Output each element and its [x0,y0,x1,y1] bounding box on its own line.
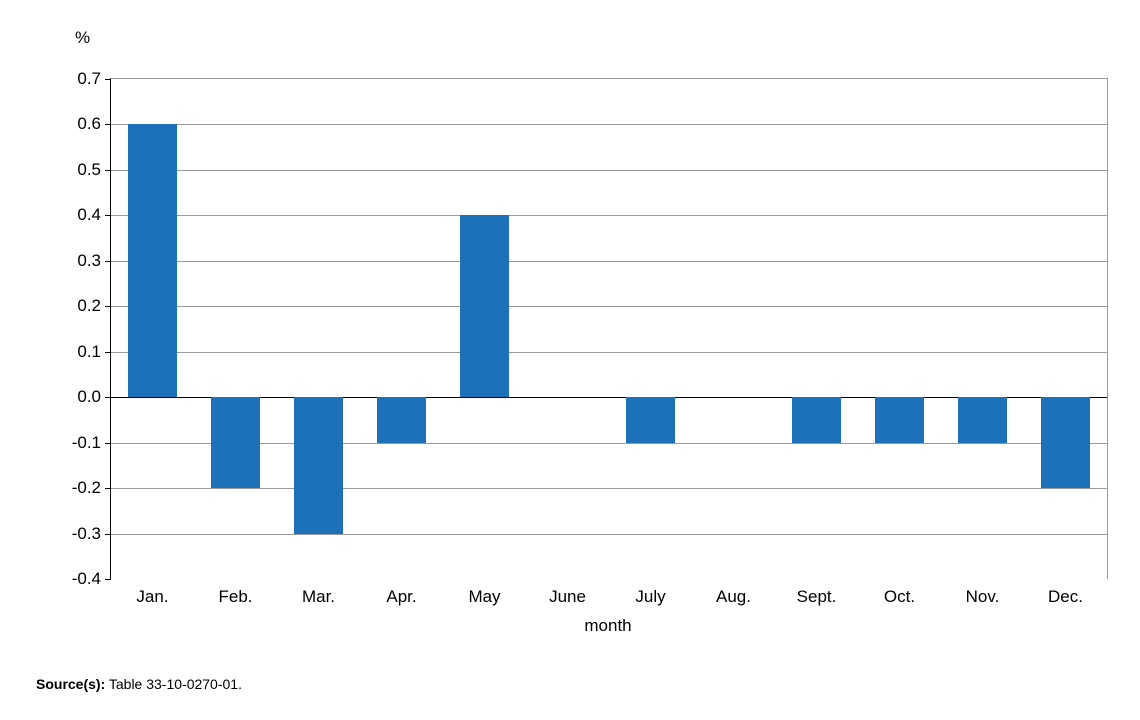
plot-area: -0.4-0.3-0.2-0.10.00.10.20.30.40.50.60.7… [110,78,1108,579]
bar [377,397,425,442]
x-tick-label: Aug. [716,579,751,607]
y-axis-label: % [75,28,90,48]
source-text: Table 33-10-0270-01. [105,676,242,692]
y-tick-label: 0.5 [77,160,111,180]
x-tick-label: Sept. [797,579,837,607]
y-tick-label: 0.3 [77,251,111,271]
gridline [111,215,1107,216]
y-tick-label: 0.4 [77,205,111,225]
x-tick-label: Apr. [386,579,416,607]
gridline [111,261,1107,262]
x-tick-label: Dec. [1048,579,1083,607]
y-tick-label: -0.4 [72,569,111,589]
bar [875,397,923,442]
y-tick-label: 0.7 [77,69,111,89]
bar [792,397,840,442]
gridline [111,170,1107,171]
x-tick-label: May [468,579,500,607]
x-tick-label: June [549,579,586,607]
gridline [111,443,1107,444]
bar [460,215,508,397]
gridline [111,124,1107,125]
bar [958,397,1006,442]
y-tick-label: 0.1 [77,342,111,362]
bar [1041,397,1089,488]
bar [294,397,342,533]
gridline [111,534,1107,535]
y-tick-label: 0.0 [77,387,111,407]
bar-chart: -0.4 -0.3 -0.2 -0.1 0.0 0.1 0.2 0.3 0.4 0.5 0.6 0.7… [0,0,1140,720]
y-tick-label: 0.6 [77,114,111,134]
y-tick-label: 0.2 [77,296,111,316]
x-axis-label: month [584,616,631,636]
x-tick-label: Feb. [218,579,252,607]
gridline [111,306,1107,307]
x-tick-label: Oct. [884,579,915,607]
gridline [111,488,1107,489]
source-label: Source(s): [36,676,105,692]
y-tick-label: -0.1 [72,433,111,453]
y-tick-label: -0.3 [72,524,111,544]
source-line: Source(s): Table 33-10-0270-01. [36,676,242,692]
x-tick-label: Jan. [136,579,168,607]
x-tick-label: Mar. [302,579,335,607]
x-tick-label: July [635,579,665,607]
bar [128,124,176,397]
page: -0.4 -0.3 -0.2 -0.1 0.0 0.1 0.2 0.3 0.4 0.5 0.6 0.7… [0,0,1140,720]
bar [211,397,259,488]
bar [626,397,674,442]
gridline [111,352,1107,353]
x-tick-label: Nov. [966,579,1000,607]
y-tick-label: -0.2 [72,478,111,498]
